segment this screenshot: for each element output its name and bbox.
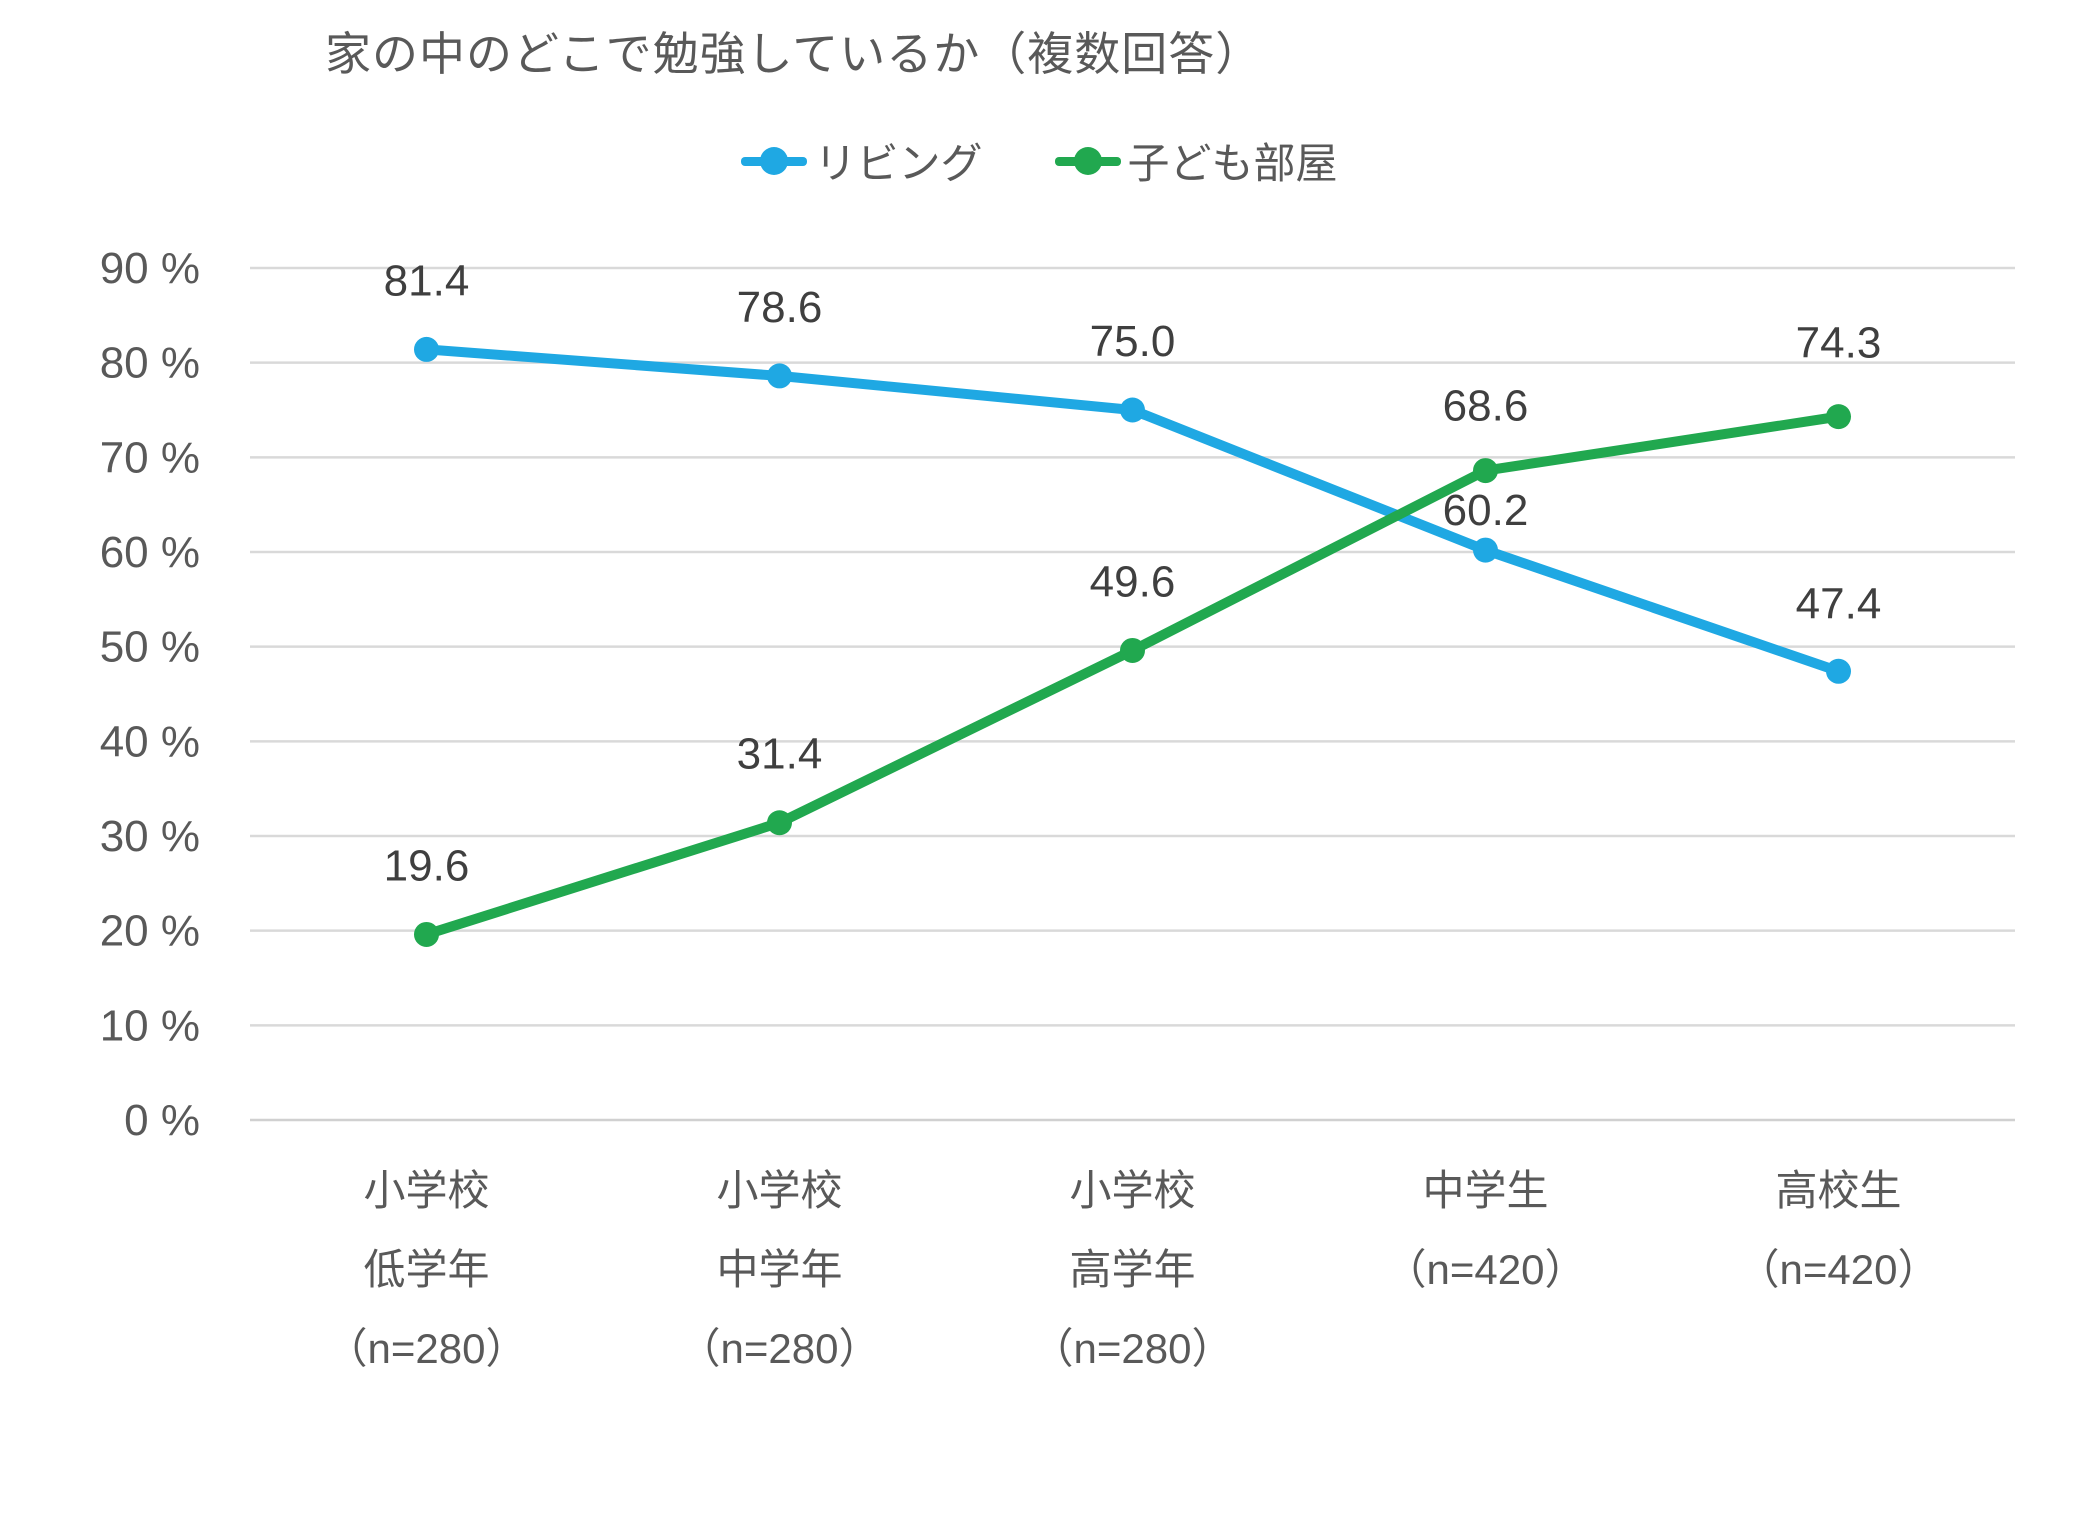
data-point-marker bbox=[767, 810, 792, 836]
data-point-label: 19.6 bbox=[384, 841, 470, 890]
x-category-label: （n=280） bbox=[1032, 1325, 1234, 1372]
y-tick-label: 30 % bbox=[100, 812, 200, 861]
data-point-marker bbox=[414, 921, 439, 947]
data-point-label: 49.6 bbox=[1090, 557, 1176, 606]
legend-item: リビング bbox=[741, 130, 983, 191]
y-tick-label: 60 % bbox=[100, 528, 200, 577]
y-tick-label: 70 % bbox=[100, 433, 200, 482]
data-point-label: 81.4 bbox=[384, 256, 470, 305]
y-tick-label: 50 % bbox=[100, 623, 200, 672]
legend-line-marker-icon bbox=[741, 146, 808, 175]
chart-legend: リビング 子ども部屋 bbox=[0, 130, 2079, 191]
y-tick-label: 0 % bbox=[124, 1096, 200, 1145]
x-category-label: 高学年 bbox=[1069, 1246, 1195, 1293]
legend-line-marker-icon bbox=[1054, 146, 1121, 175]
x-category-label: 高校生 bbox=[1775, 1167, 1901, 1214]
data-point-label: 31.4 bbox=[737, 730, 823, 779]
y-tick-label: 20 % bbox=[100, 907, 200, 956]
data-point-label: 60.2 bbox=[1443, 486, 1529, 535]
y-tick-label: 80 % bbox=[100, 339, 200, 388]
data-point-marker bbox=[1826, 404, 1851, 430]
x-category-label: 小学校 bbox=[363, 1167, 489, 1214]
data-point-label: 78.6 bbox=[737, 283, 823, 332]
x-category-label: 小学校 bbox=[716, 1167, 842, 1214]
x-category-label: 小学校 bbox=[1069, 1167, 1195, 1214]
x-category-label: 低学年 bbox=[363, 1246, 489, 1293]
x-category-label: 中学年 bbox=[716, 1246, 842, 1293]
y-tick-label: 10 % bbox=[100, 1001, 200, 1050]
legend-label: 子ども部屋 bbox=[1127, 140, 1338, 187]
data-point-label: 47.4 bbox=[1796, 579, 1882, 628]
data-point-label: 74.3 bbox=[1796, 319, 1882, 368]
x-category-label: 中学生 bbox=[1422, 1167, 1548, 1214]
data-point-marker bbox=[767, 363, 792, 389]
legend-label: リビング bbox=[814, 140, 983, 187]
data-point-marker bbox=[1473, 537, 1498, 563]
y-tick-label: 40 % bbox=[100, 717, 200, 766]
chart-title: 家の中のどこで勉強しているか（複数回答） bbox=[325, 28, 1263, 80]
data-point-marker bbox=[1120, 397, 1145, 423]
legend-item: 子ども部屋 bbox=[1054, 130, 1338, 191]
data-point-label: 68.6 bbox=[1443, 382, 1529, 431]
x-category-label: （n=420） bbox=[1385, 1246, 1587, 1293]
data-point-marker bbox=[1120, 637, 1145, 663]
x-category-label: （n=420） bbox=[1738, 1246, 1940, 1293]
x-category-label: （n=280） bbox=[679, 1325, 881, 1372]
data-point-label: 75.0 bbox=[1090, 317, 1176, 366]
data-point-marker bbox=[414, 336, 439, 362]
series-line-1 bbox=[421, 411, 1844, 940]
x-category-label: （n=280） bbox=[326, 1325, 528, 1372]
data-point-marker bbox=[1826, 658, 1851, 684]
data-point-marker bbox=[1473, 458, 1498, 484]
y-tick-label: 90 % bbox=[100, 244, 200, 293]
